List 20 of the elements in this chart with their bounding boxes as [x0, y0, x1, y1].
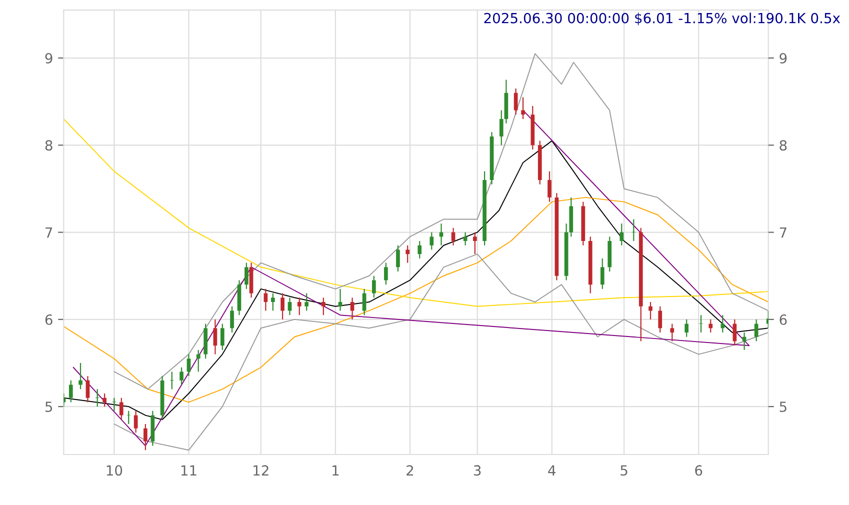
- y-tick-label: 6: [45, 314, 52, 325]
- x-tick-label: 10: [106, 465, 122, 476]
- x-tick-label: 1: [332, 465, 339, 476]
- y2-tick-label: 5: [780, 402, 786, 412]
- chart-title: 2025.06.30 00:00:00 $6.01 -1.15% vol:190.1K 0.5x: [484, 12, 840, 26]
- x-tick-label: 11: [181, 465, 196, 476]
- x-tick-label: 12: [254, 465, 268, 476]
- y-tick-label: 8: [45, 140, 52, 151]
- x-tick-label: 5: [620, 465, 628, 476]
- y-tick-label: 7: [46, 227, 52, 238]
- y2-tick-label: 9: [780, 52, 787, 64]
- x-tick-label: 4: [548, 465, 556, 476]
- y2-tick-label: 6: [780, 314, 787, 325]
- x-tick-label: 6: [695, 465, 702, 476]
- x-tick-label: 2: [406, 465, 414, 476]
- y-tick-label: 5: [45, 402, 52, 412]
- x-tick-label: 3: [474, 465, 481, 476]
- y2-tick-label: 7: [780, 227, 786, 238]
- y-tick-label: 9: [45, 52, 52, 64]
- y2-tick-label: 8: [780, 140, 787, 151]
